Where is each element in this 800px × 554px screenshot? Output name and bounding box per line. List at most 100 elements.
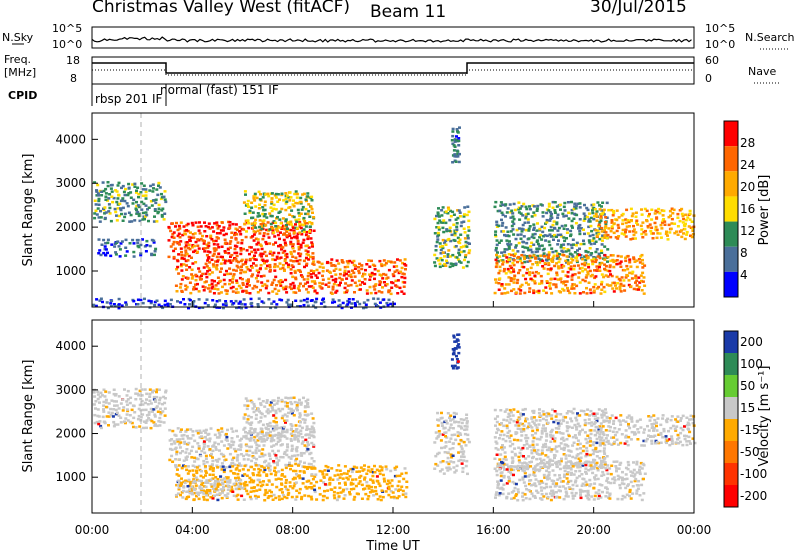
heatmap-cell	[304, 212, 308, 216]
heatmap-cell	[297, 284, 301, 288]
heatmap-cell	[273, 269, 277, 272]
heatmap-cell	[310, 486, 314, 489]
heatmap-cell	[587, 212, 591, 215]
heatmap-cell	[559, 422, 563, 425]
heatmap-cell	[209, 478, 213, 481]
heatmap-cell	[272, 420, 276, 423]
heatmap-cell	[298, 254, 302, 258]
heatmap-cell	[634, 274, 638, 277]
heatmap-cell	[434, 431, 438, 434]
heatmap-cell	[240, 239, 244, 242]
heatmap-cell	[583, 217, 587, 220]
heatmap-cell	[593, 478, 597, 481]
heatmap-cell	[179, 430, 183, 433]
heatmap-cell	[217, 442, 220, 446]
heatmap-cell	[145, 426, 148, 430]
heatmap-cell	[546, 448, 550, 452]
heatmap-cell	[503, 233, 506, 237]
heatmap-cell	[104, 187, 108, 191]
heatmap-cell	[499, 201, 503, 204]
heatmap-cell	[676, 225, 680, 228]
heatmap-cell	[433, 264, 437, 268]
heatmap-cell	[309, 255, 312, 259]
heatmap-cell	[296, 305, 300, 308]
heatmap-cell	[188, 239, 192, 243]
heatmap-cell	[391, 273, 395, 276]
heatmap-cell	[140, 208, 144, 211]
heatmap-cell	[595, 287, 599, 290]
heatmap-cell	[252, 230, 256, 233]
heatmap-cell	[302, 259, 306, 263]
heatmap-cell	[254, 237, 258, 240]
heatmap-cell	[163, 303, 167, 307]
heatmap-cell	[212, 239, 216, 243]
y-tick-label: 4000	[55, 132, 86, 146]
heatmap-cell	[510, 289, 513, 293]
heatmap-cell	[500, 486, 504, 490]
heatmap-cell	[262, 437, 265, 441]
heatmap-cell	[528, 497, 532, 501]
heatmap-cell	[550, 258, 554, 261]
heatmap-cell	[564, 224, 568, 227]
heatmap-cell	[116, 197, 120, 200]
heatmap-cell	[254, 417, 258, 420]
heatmap-cell	[270, 192, 274, 195]
heatmap-cell	[454, 218, 458, 221]
heatmap-cell	[460, 455, 463, 458]
heatmap-cell	[498, 265, 502, 269]
heatmap-cell	[257, 207, 261, 210]
heatmap-cell	[441, 251, 445, 254]
heatmap-cell	[390, 479, 394, 482]
heatmap-cell	[263, 440, 267, 443]
heatmap-cell	[542, 289, 546, 292]
heatmap-cell	[270, 406, 274, 409]
heatmap-cell	[535, 443, 539, 446]
heatmap-cell	[209, 496, 213, 499]
heatmap-cell	[279, 222, 283, 225]
heatmap-cell	[549, 225, 553, 229]
heatmap-cell	[296, 401, 300, 404]
heatmap-cell	[643, 207, 647, 211]
heatmap-cell	[180, 477, 183, 480]
heatmap-cell	[327, 277, 331, 281]
heatmap-cell	[287, 407, 291, 410]
heatmap-cell	[399, 270, 403, 273]
heatmap-cell	[175, 438, 179, 441]
heatmap-cell	[189, 428, 193, 431]
heatmap-cell	[141, 218, 145, 221]
heatmap-cell	[553, 211, 557, 214]
heatmap-cell	[636, 484, 640, 487]
heatmap-cell	[276, 437, 280, 440]
heatmap-cell	[208, 273, 212, 276]
heatmap-cell	[371, 479, 375, 482]
heatmap-cell	[231, 430, 235, 433]
heatmap-cell	[234, 238, 238, 241]
heatmap-cell	[288, 485, 292, 488]
heatmap-cell	[378, 465, 382, 468]
heatmap-cell	[597, 494, 601, 498]
heatmap-cell	[296, 242, 300, 245]
heatmap-cell	[576, 443, 580, 446]
heatmap-cell	[249, 427, 253, 430]
heatmap-cell	[256, 291, 260, 294]
heatmap-cell	[669, 214, 672, 217]
heatmap-cell	[226, 492, 230, 495]
heatmap-cell	[302, 465, 306, 469]
heatmap-cell	[216, 498, 220, 502]
heatmap-cell	[197, 497, 201, 501]
heatmap-cell	[351, 467, 355, 471]
heatmap-cell	[137, 214, 141, 218]
heatmap-cell	[576, 453, 580, 456]
heatmap-cell	[532, 254, 536, 257]
heatmap-cell	[222, 226, 226, 229]
heatmap-cell	[222, 470, 226, 474]
heatmap-cell	[241, 263, 245, 266]
heatmap-cell	[310, 199, 314, 202]
heatmap-cell	[507, 276, 511, 279]
heatmap-cell	[436, 235, 440, 238]
heatmap-cell	[207, 432, 211, 436]
heatmap-cell	[299, 252, 303, 256]
heatmap-cell	[594, 229, 598, 232]
heatmap-cell	[548, 492, 552, 495]
heatmap-cell	[256, 274, 260, 277]
